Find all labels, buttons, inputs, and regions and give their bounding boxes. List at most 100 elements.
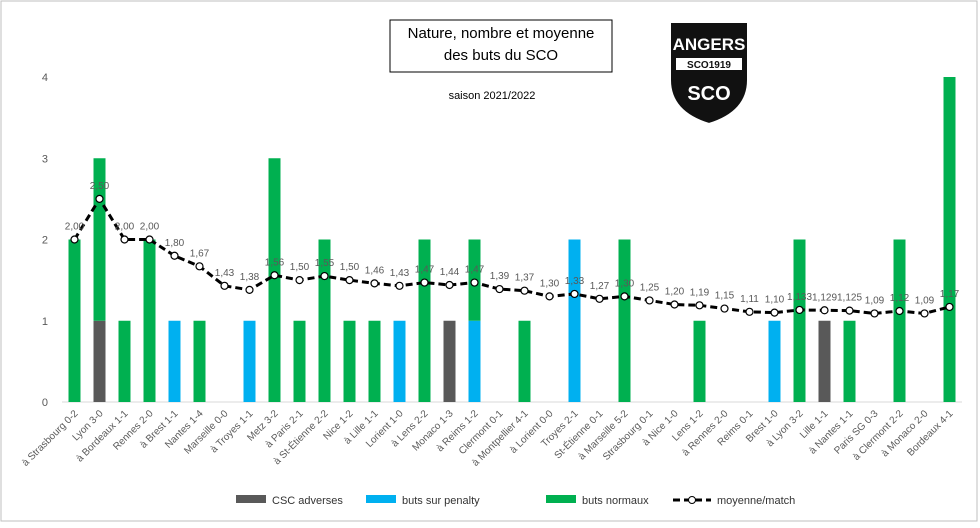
logo: ANGERS SCO1919 SCO: [669, 21, 749, 126]
marker: [620, 292, 629, 301]
bar: [443, 320, 456, 402]
data-label: 1,25: [640, 282, 660, 293]
marker: [770, 308, 779, 317]
data-label: 1,12: [890, 293, 910, 304]
bar: [168, 320, 181, 402]
data-label: 1,17: [940, 289, 960, 300]
marker: [245, 285, 254, 294]
marker: [820, 306, 829, 315]
bar: [618, 239, 631, 402]
marker: [520, 286, 529, 295]
bar: [118, 320, 131, 402]
marker: [545, 292, 554, 301]
data-label: 2,00: [115, 222, 135, 233]
average-line: [73, 196, 950, 315]
bar: [243, 320, 256, 402]
data-label: 1,56: [265, 257, 285, 268]
data-label: 1,43: [390, 268, 410, 279]
bar: [193, 320, 206, 402]
bar: [93, 320, 106, 402]
logo-band: [676, 58, 742, 70]
bar: [293, 320, 306, 402]
data-label: 1,67: [190, 248, 210, 259]
marker: [220, 281, 229, 290]
logo-text: SCO1919: [687, 60, 731, 71]
data-label: 1,39: [490, 271, 510, 282]
marker: [270, 271, 279, 280]
data-label: 1,129: [812, 292, 837, 303]
data-label: 1,46: [365, 265, 385, 276]
data-label: 1,37: [515, 273, 535, 284]
bar: [943, 77, 956, 402]
marker: [395, 281, 404, 290]
y-tick-label: 4: [42, 72, 48, 84]
marker: [695, 301, 704, 310]
marker: [870, 309, 879, 318]
marker: [670, 300, 679, 309]
bar: [818, 320, 831, 402]
marker: [570, 289, 579, 299]
legend-label: buts normaux: [582, 495, 649, 507]
bar: [343, 320, 356, 402]
bar: [518, 320, 531, 402]
marker: [345, 276, 354, 285]
bar: [843, 320, 856, 402]
legend-swatch: [366, 495, 396, 503]
bar: [793, 239, 806, 402]
marker: [320, 271, 329, 281]
y-tick-label: 2: [42, 235, 48, 247]
data-label: 1,80: [165, 238, 185, 249]
marker: [145, 235, 154, 244]
data-label: 1,30: [540, 278, 560, 289]
data-label: 1,30: [615, 278, 635, 289]
y-tick-label: 1: [42, 316, 48, 328]
bar: [693, 320, 706, 402]
data-label: 1,15: [715, 291, 735, 302]
marker: [595, 294, 604, 303]
title-box: [389, 19, 613, 73]
logo-shield: [669, 21, 749, 126]
bar: [143, 239, 156, 402]
marker: [370, 279, 379, 288]
legend-label: buts sur penalty: [402, 495, 480, 507]
marker: [470, 278, 479, 287]
marker: [70, 235, 79, 244]
marker: [895, 306, 904, 316]
data-label: 1,47: [465, 265, 485, 276]
marker: [295, 276, 304, 285]
legend-swatch: [236, 495, 266, 503]
data-label: 1,50: [340, 262, 360, 273]
data-label: 1,20: [665, 287, 685, 298]
data-label: 1,50: [290, 262, 310, 273]
chart-title: des buts du SCO: [444, 47, 558, 64]
y-tick-label: 0: [42, 397, 48, 409]
bar: [468, 320, 481, 402]
legend-swatch: [546, 495, 576, 503]
data-label: 1,44: [440, 267, 460, 278]
data-label: 1,11: [740, 294, 759, 305]
marker: [195, 262, 204, 271]
marker: [120, 235, 129, 244]
data-label: 1,38: [240, 272, 260, 283]
bar: [68, 239, 81, 402]
data-label: 1,43: [215, 268, 235, 279]
bar: [318, 239, 331, 402]
marker: [720, 304, 729, 313]
data-label: 1,10: [765, 295, 785, 306]
data-label: 2,50: [90, 181, 110, 192]
marker: [495, 284, 504, 294]
y-tick-label: 3: [42, 153, 48, 165]
bar: [268, 158, 281, 402]
marker: [420, 278, 429, 287]
marker: [945, 302, 954, 312]
data-label: 2,00: [140, 222, 160, 233]
legend-label: CSC adverses: [272, 495, 343, 507]
data-label: 1,33: [565, 276, 585, 287]
marker: [745, 307, 754, 316]
data-label: 1,19: [690, 287, 710, 298]
chart-title: Nature, nombre et moyenne: [408, 25, 595, 42]
marker: [795, 305, 804, 315]
bar: [368, 320, 381, 402]
data-label: 1,133: [787, 292, 812, 303]
